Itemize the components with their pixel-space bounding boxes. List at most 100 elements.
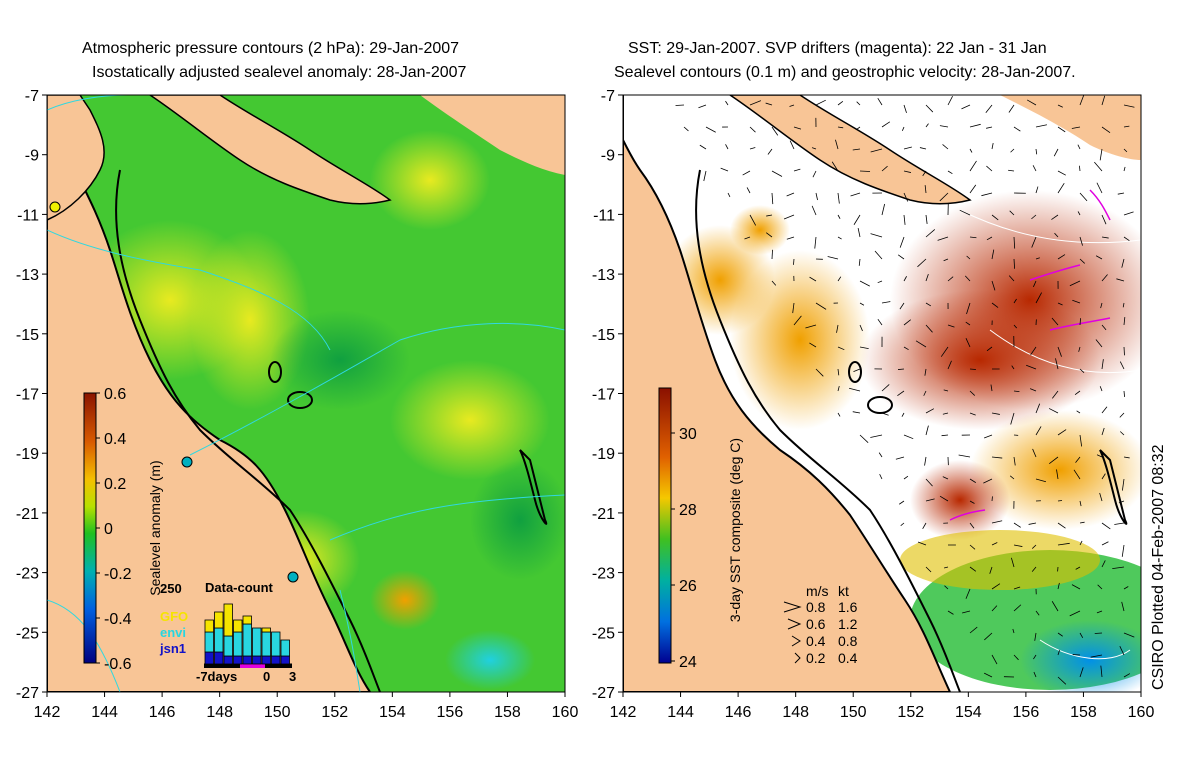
data-count-bar <box>261 627 271 633</box>
data-count-inset: Data-count 250 GFO envi jsn1 -7days 0 3 <box>159 580 296 684</box>
velocity-legend-ms: 0.4 <box>806 633 826 649</box>
lon-tick-label: 150 <box>264 704 291 721</box>
lat-tick-label: -23 <box>592 566 615 583</box>
geostrophic-velocity-arrows <box>675 95 1135 685</box>
lat-tick-label: -15 <box>16 327 39 344</box>
data-count-bar <box>233 631 243 657</box>
lat-tick-label: -21 <box>16 506 39 523</box>
data-count-bar <box>261 631 271 657</box>
legend-jsn1: jsn1 <box>159 641 186 656</box>
lat-tick-label: -13 <box>592 267 615 284</box>
data-count-title: Data-count <box>205 580 274 595</box>
legend-gfo: GFO <box>160 609 188 624</box>
data-count-bar <box>214 611 224 629</box>
data-count-x-zero: 0 <box>263 669 270 684</box>
data-count-bar <box>252 627 262 657</box>
data-count-bar <box>271 655 281 665</box>
data-count-bar <box>233 619 243 633</box>
lat-tick-label: -9 <box>25 148 39 165</box>
right-land-png <box>728 95 972 205</box>
lat-tick-label: -15 <box>592 327 615 344</box>
velocity-legend-kt: 0.4 <box>838 650 858 666</box>
lon-tick-label: 152 <box>897 704 924 721</box>
left-land-australia <box>47 95 372 692</box>
colorbar-tick-label: 26 <box>679 578 697 595</box>
lat-tick-label: -13 <box>16 267 39 284</box>
lat-tick-label: -19 <box>16 446 39 463</box>
velocity-legend: m/s kt 0.8 1.60.6 1.20.4 0.80.2 0.4 <box>783 583 858 666</box>
lon-tick-label: 142 <box>610 704 637 721</box>
lat-tick-label: -23 <box>16 566 39 583</box>
data-count-bar <box>233 655 243 665</box>
velocity-legend-header-ms: m/s <box>806 583 829 599</box>
velocity-legend-kt: 1.2 <box>838 616 858 632</box>
colorbar-tick-label: 24 <box>679 654 697 671</box>
colorbar-tick-label: -0.4 <box>104 611 132 628</box>
lat-tick-label: -25 <box>16 625 39 642</box>
colorbar-tick-label: 0 <box>104 521 113 538</box>
lon-tick-label: 154 <box>955 704 982 721</box>
lon-tick-label: 158 <box>494 704 521 721</box>
lat-tick-label: -27 <box>16 685 39 702</box>
velocity-legend-ms: 0.6 <box>806 616 826 632</box>
lat-tick-label: -27 <box>592 685 615 702</box>
velocity-legend-ms: 0.2 <box>806 650 826 666</box>
left-land-png <box>148 95 392 205</box>
right-title-line2: Sealevel contours (0.1 m) and geostrophi… <box>614 64 1076 81</box>
lon-tick-label: 156 <box>1013 704 1040 721</box>
data-count-bar <box>214 627 224 653</box>
data-count-bar <box>223 655 233 665</box>
velocity-legend-kt: 0.8 <box>838 633 858 649</box>
data-count-bar <box>252 655 262 665</box>
velocity-legend-header-kt: kt <box>838 583 849 599</box>
lat-tick-label: -11 <box>17 207 39 224</box>
data-count-max: 250 <box>160 581 182 596</box>
right-land-australia <box>623 95 952 692</box>
velocity-legend-arrow <box>791 635 801 647</box>
velocity-legend-arrow <box>794 652 801 664</box>
drifter-track <box>1029 264 1081 281</box>
lon-tick-label: 154 <box>379 704 406 721</box>
data-count-bar <box>280 639 290 657</box>
data-count-bar <box>242 623 252 657</box>
lat-tick-label: -17 <box>16 387 39 404</box>
velocity-legend-arrow <box>787 618 802 630</box>
right-colorbar-label: 3-day SST composite (deg C) <box>727 438 743 622</box>
left-colorbar-label: Sealevel anomaly (m) <box>147 460 163 595</box>
lon-tick-label: 148 <box>206 704 233 721</box>
data-count-bar <box>204 631 214 653</box>
lon-tick-label: 152 <box>321 704 348 721</box>
velocity-legend-kt: 1.6 <box>838 599 858 615</box>
right-colorbar-ticks: 30 28 26 24 <box>671 426 697 671</box>
left-map <box>47 95 565 692</box>
lon-tick-label: 148 <box>782 704 809 721</box>
lat-tick-label: -7 <box>601 88 615 105</box>
lon-tick-label: 144 <box>667 704 694 721</box>
data-count-bar <box>280 655 290 665</box>
axis-ticks: -7 -9 -11 -13 -15 -17 -19 -21 -23 -25 -27 142 144 146… <box>16 88 1155 721</box>
lon-tick-label: 146 <box>725 704 752 721</box>
data-count-bar <box>204 619 214 633</box>
data-count-bar <box>271 631 281 657</box>
lon-tick-label: 160 <box>1128 704 1155 721</box>
data-count-bar <box>223 603 233 637</box>
lat-tick-label: -21 <box>592 506 615 523</box>
lon-tick-label: 156 <box>437 704 464 721</box>
lat-tick-label: -19 <box>592 446 615 463</box>
lon-tick-label: 144 <box>91 704 118 721</box>
tide-gauge-marker <box>287 571 299 583</box>
lat-tick-label: -7 <box>25 88 39 105</box>
colorbar-tick-label: 0.6 <box>104 386 126 403</box>
left-title-line2: Isostatically adjusted sealevel anomaly:… <box>92 64 467 81</box>
data-count-x-start: -7days <box>196 669 237 684</box>
lat-tick-label: -25 <box>592 625 615 642</box>
left-title-line1: Atmospheric pressure contours (2 hPa): 2… <box>82 40 460 57</box>
data-count-bar <box>242 615 252 625</box>
colorbar-tick-label: 30 <box>679 426 697 443</box>
colorbar-tick-label: 28 <box>679 502 697 519</box>
tide-gauge-marker <box>49 201 61 213</box>
left-colorbar <box>83 392 97 664</box>
drifter-track <box>949 509 986 521</box>
drifter-track <box>1089 189 1111 221</box>
